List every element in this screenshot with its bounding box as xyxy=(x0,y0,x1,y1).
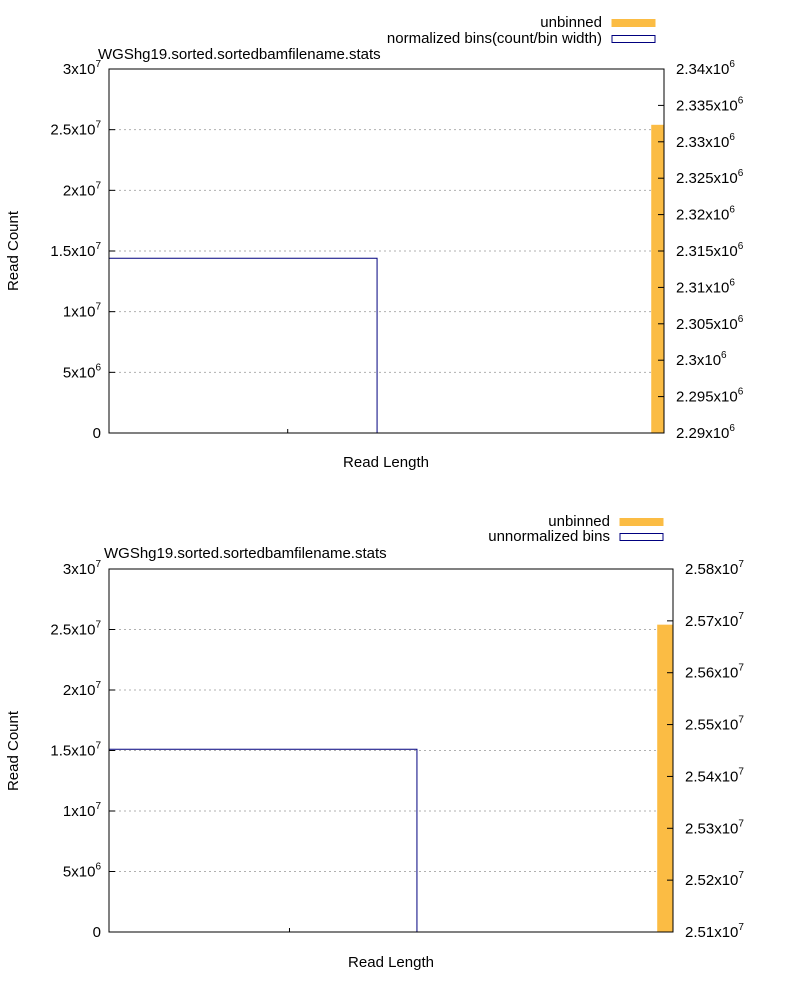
y-tick-label: 5x106 xyxy=(63,862,102,881)
y2-tick-label: 2.295x106 xyxy=(676,387,744,406)
y2-tick-label: 2.32x106 xyxy=(676,205,735,224)
y2-tick-label: 2.57x107 xyxy=(685,611,744,630)
y-tick-label: 1.5x107 xyxy=(50,241,101,260)
y-tick-label: 2.5x107 xyxy=(50,620,101,639)
bar-bin xyxy=(109,257,378,433)
chart-panel-1: unbinned normalized bins(count/bin width… xyxy=(5,14,744,471)
plot-frame xyxy=(108,568,674,933)
legend-label-unbinned: unbinned xyxy=(540,14,602,31)
y-tick-label: 0 xyxy=(93,425,101,442)
y-tick-label: 3x107 xyxy=(63,559,102,578)
y2-tick-label: 2.3x106 xyxy=(676,350,727,369)
y2-tick-label: 2.56x107 xyxy=(685,663,744,682)
y2-tick-label: 2.325x106 xyxy=(676,168,744,187)
y-axis-label: Read Count xyxy=(5,210,22,291)
y2-tick-label: 2.34x106 xyxy=(676,59,735,78)
bars xyxy=(109,124,664,434)
y2-tick-labels: 2.29x106 2.295x106 2.3x106 2.305x106 2.31x10… xyxy=(676,59,744,442)
tick-marks xyxy=(109,68,664,434)
legend-swatch-unbinned xyxy=(619,518,664,526)
y-tick-label: 2x107 xyxy=(63,180,102,199)
legend-swatch-unnormalized-bins xyxy=(619,533,664,541)
y-tick-labels: 0 5x106 1x107 1.5x107 2x107 2.5x107 3x107 xyxy=(50,559,101,941)
y2-tick-label: 2.53x107 xyxy=(685,818,744,837)
y-tick-label: 2x107 xyxy=(63,680,102,699)
bar-unbinned xyxy=(651,124,664,434)
chart-title: WGShg19.sorted.sortedbamfilename.stats xyxy=(104,545,387,562)
y2-tick-label: 2.51x107 xyxy=(685,922,744,941)
tick-marks xyxy=(109,568,673,933)
gridlines xyxy=(109,129,664,373)
y2-tick-label: 2.52x107 xyxy=(685,870,744,889)
y2-tick-labels: 2.51x107 2.52x107 2.53x107 2.54x107 2.55x107… xyxy=(685,559,744,941)
legend-label-unbinned: unbinned xyxy=(548,513,610,530)
gridlines xyxy=(109,629,673,872)
bar-unbinned xyxy=(657,624,673,932)
y2-tick-label: 2.54x107 xyxy=(685,766,744,785)
y-tick-labels: 0 5x106 1x107 1.5x107 2x107 2.5x107 3x107 xyxy=(50,59,101,442)
y2-tick-label: 2.29x106 xyxy=(676,423,735,442)
legend-label-unnormalized-bins: unnormalized bins xyxy=(488,528,610,545)
legend-swatch-normalized-bins xyxy=(611,35,656,43)
x-axis-label: Read Length xyxy=(343,454,429,471)
legend: unbinned normalized bins(count/bin width… xyxy=(387,14,656,47)
chart-title: WGShg19.sorted.sortedbamfilename.stats xyxy=(98,46,381,63)
y2-tick-label: 2.315x106 xyxy=(676,241,744,260)
y-tick-label: 5x106 xyxy=(63,362,102,381)
y2-tick-label: 2.58x107 xyxy=(685,559,744,578)
y-tick-label: 2.5x107 xyxy=(50,120,101,139)
y2-tick-label: 2.33x106 xyxy=(676,132,735,151)
y2-tick-label: 2.55x107 xyxy=(685,715,744,734)
x-axis-label: Read Length xyxy=(348,954,434,971)
legend: unbinned unnormalized bins xyxy=(488,513,664,545)
y2-tick-label: 2.31x106 xyxy=(676,277,735,296)
y2-tick-label: 2.305x106 xyxy=(676,314,744,333)
legend-swatch-unbinned xyxy=(611,19,656,27)
y-axis-label: Read Count xyxy=(5,710,22,791)
y-tick-label: 3x107 xyxy=(63,59,102,78)
y-tick-label: 1.5x107 xyxy=(50,741,101,760)
legend-label-normalized-bins: normalized bins(count/bin width) xyxy=(387,30,602,47)
bars xyxy=(109,624,673,932)
y-tick-label: 0 xyxy=(93,924,101,941)
chart-panel-2: unbinned unnormalized bins WGShg19.sorte… xyxy=(5,513,744,971)
bar-bin xyxy=(109,748,418,932)
y-tick-label: 1x107 xyxy=(63,801,102,820)
y-tick-label: 1x107 xyxy=(63,302,102,321)
y2-tick-label: 2.335x106 xyxy=(676,95,744,114)
